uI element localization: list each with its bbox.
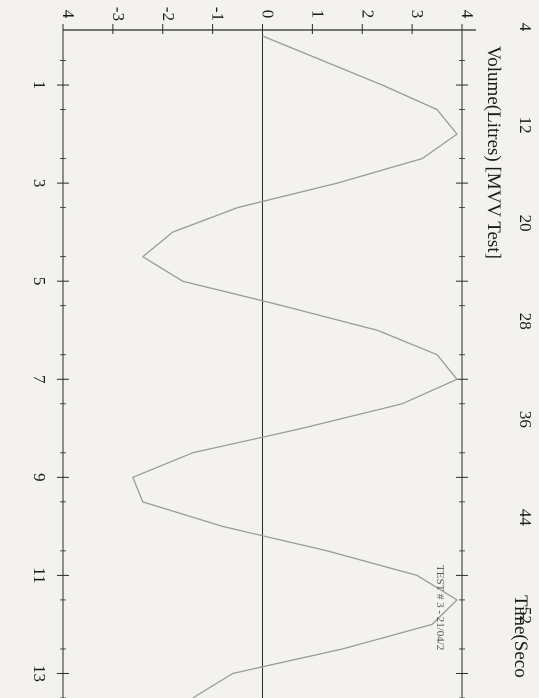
time-tick-label-top: 36	[516, 411, 535, 428]
volume-tick-label: 0	[259, 10, 278, 19]
volume-tick-label: -1	[209, 7, 228, 21]
axes	[62, 29, 476, 698]
volume-tick-label: -2	[159, 7, 178, 21]
volume-tick-label: 1	[308, 10, 327, 19]
volume-tick-label: 4	[59, 10, 78, 19]
time-tick-label-top: 44	[516, 509, 535, 527]
time-tick-label-top: 52	[516, 607, 535, 624]
volume-tick-label: 3	[408, 10, 427, 19]
volume-tick-label: 2	[358, 10, 377, 19]
time-tick-label-bottom: 5	[30, 277, 49, 286]
time-tick-label-top: 20	[516, 215, 535, 232]
time-tick-label-top: 28	[516, 313, 535, 330]
x-axis-title: Time(Seco	[510, 595, 531, 678]
y-axis-title: Volume(Litres) [MVV Test]	[483, 46, 504, 259]
test-annotation: TEST # 3 - 21/04/2	[434, 565, 446, 650]
time-tick-label-bottom: 1	[30, 81, 49, 90]
time-tick-label-bottom: 3	[30, 179, 49, 188]
time-tick-label-bottom: 11	[30, 567, 49, 583]
tick-marks	[57, 24, 468, 698]
volume-series-line	[132, 35, 458, 698]
time-tick-label-bottom: 7	[30, 375, 49, 384]
time-tick-label-top: 4	[516, 23, 535, 32]
volume-tick-label: -3	[109, 7, 128, 21]
time-tick-label-bottom: 13	[30, 665, 49, 682]
volume-tick-label: 4	[458, 10, 477, 19]
time-tick-label-bottom: 9	[30, 473, 49, 482]
time-tick-label-top: 12	[516, 117, 535, 134]
